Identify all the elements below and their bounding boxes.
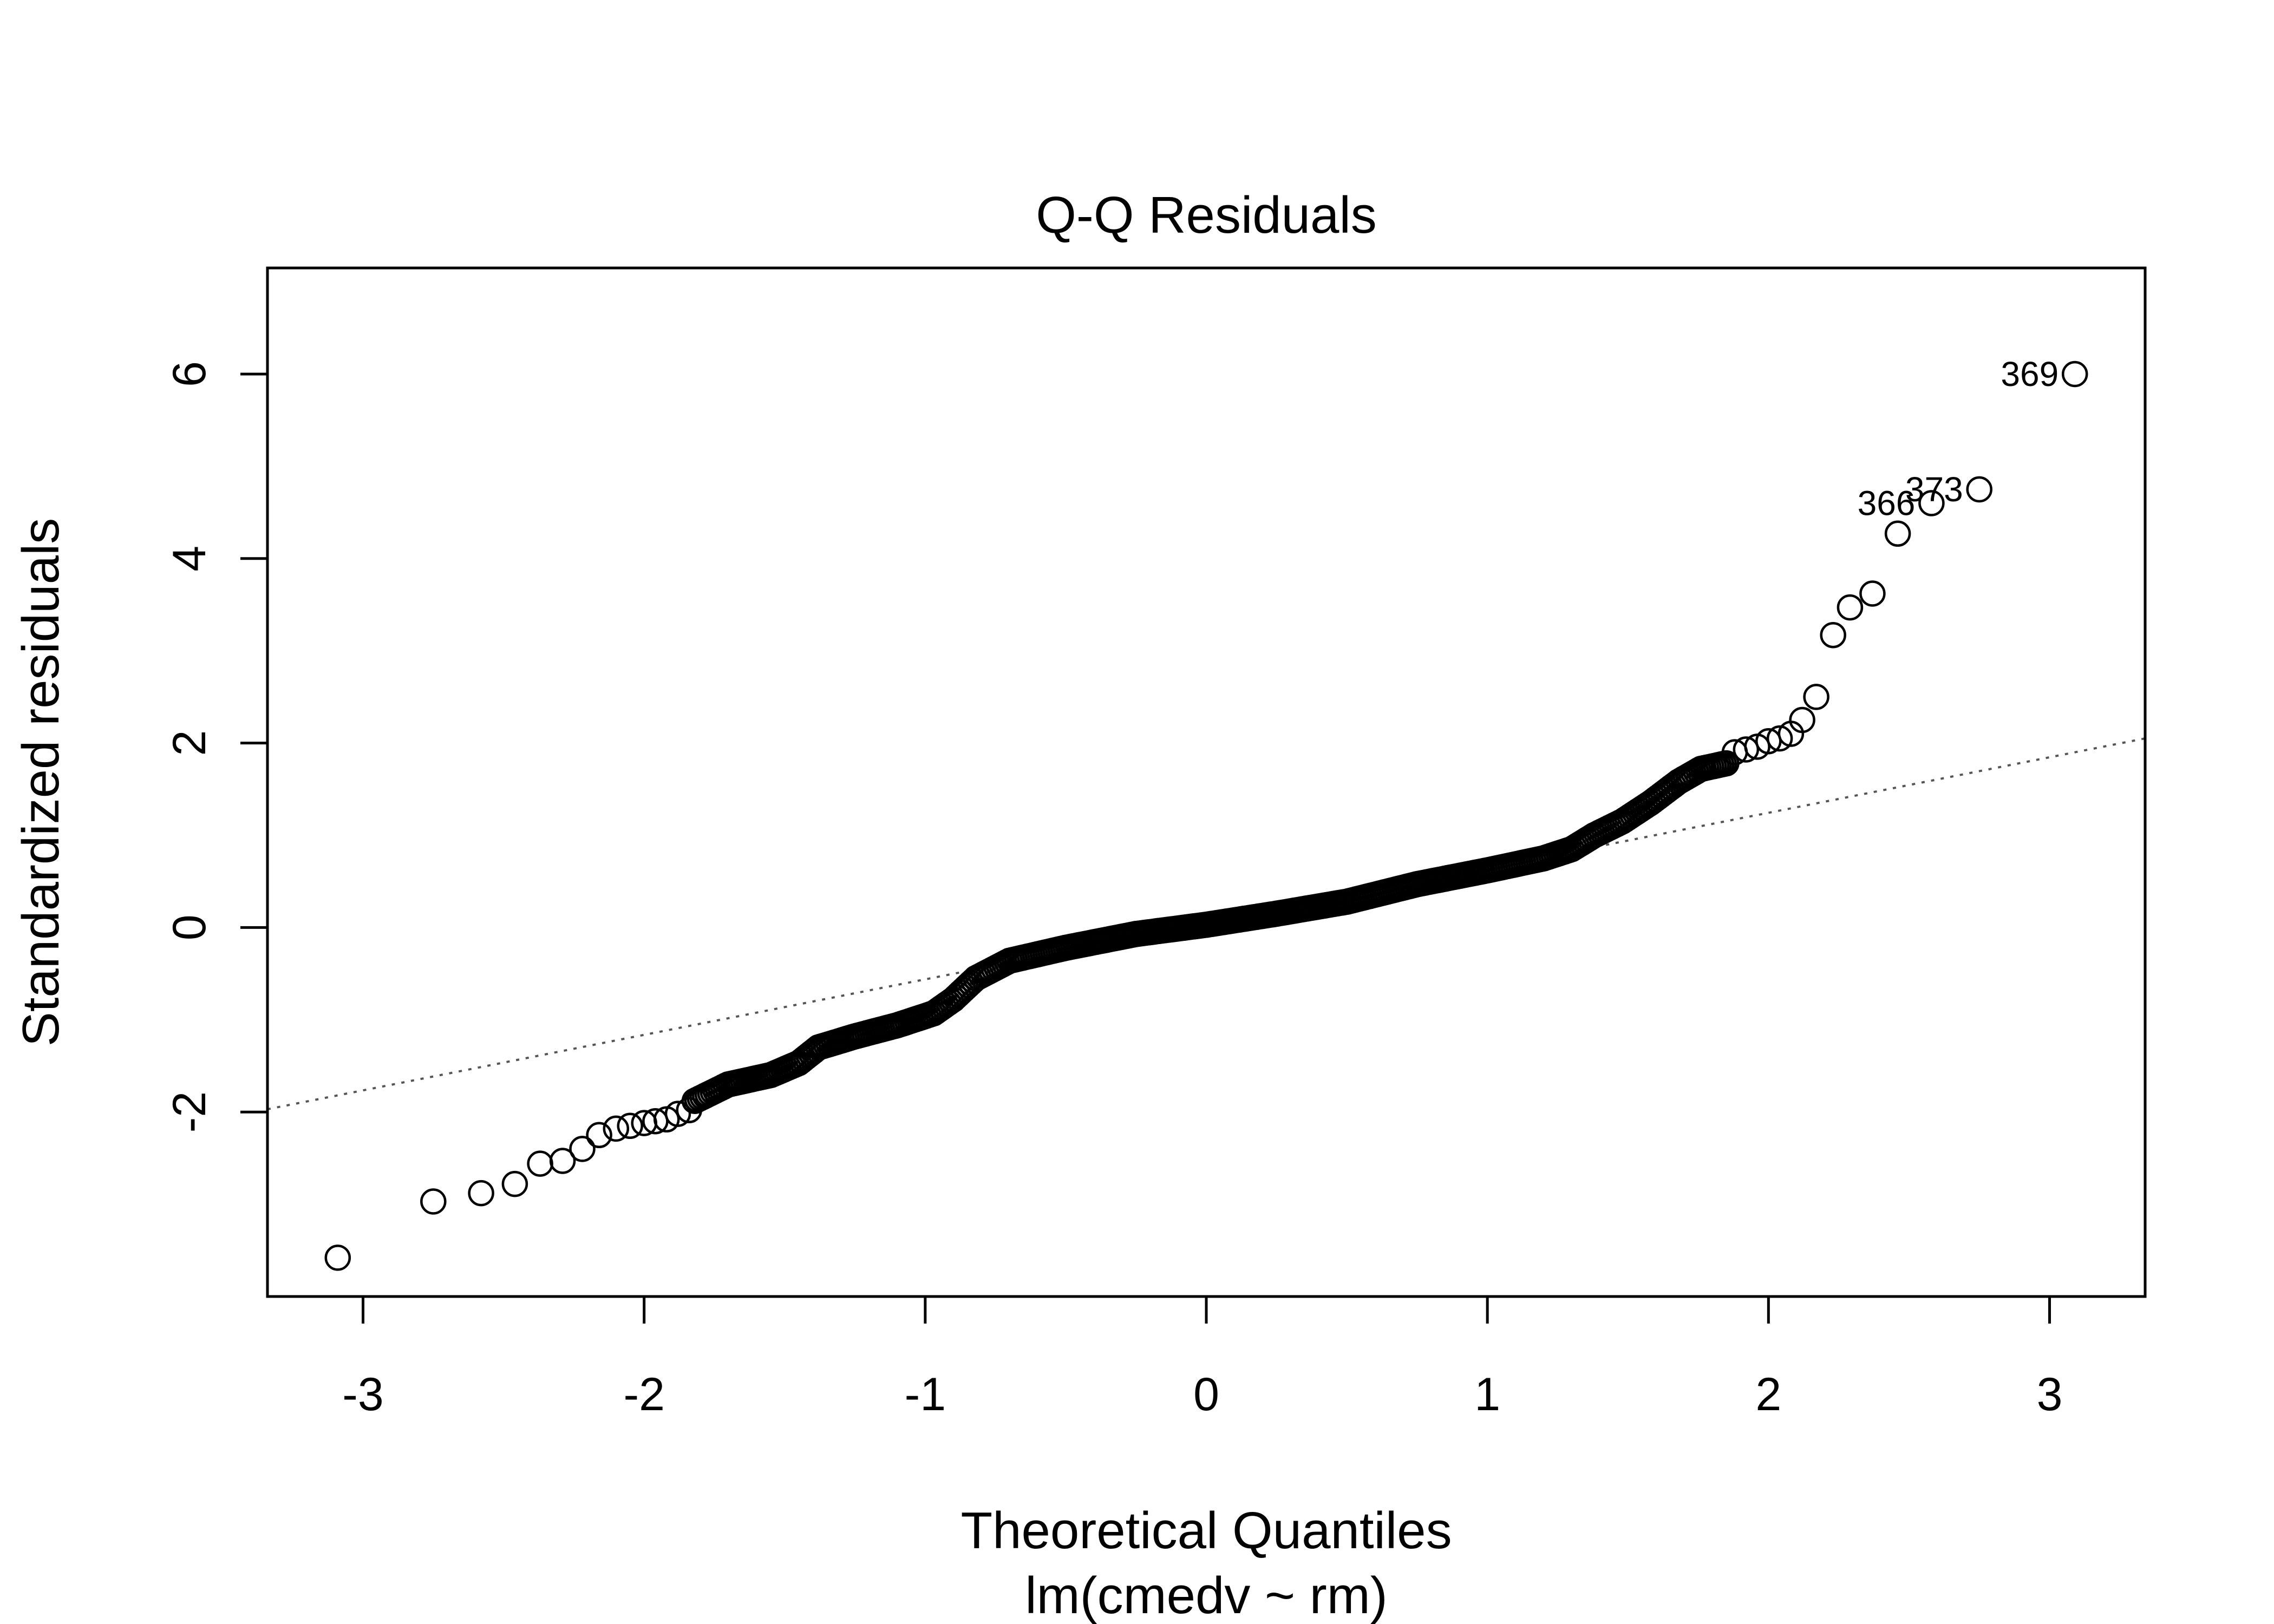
x-tick-label: -1 (905, 1368, 946, 1420)
model-formula-label: lm(cmedv ~ rm) (1025, 1567, 1387, 1624)
data-point (1766, 725, 1793, 752)
point-label: 373 (1905, 470, 1963, 509)
y-tick-label: 6 (164, 361, 215, 387)
data-point (1859, 580, 1886, 607)
data-point (1820, 621, 1846, 649)
data-point (1884, 520, 1911, 547)
data-point (1733, 736, 1760, 763)
point-label: 369 (2001, 355, 2059, 394)
data-point (676, 1097, 702, 1124)
data-points-layer (324, 361, 2088, 1271)
y-tick-label: 0 (164, 914, 215, 940)
y-tick-label: 2 (164, 730, 215, 756)
data-point (1837, 594, 1864, 621)
data-point (549, 1148, 576, 1174)
x-axis-label: Theoretical Quantiles (960, 1502, 1452, 1560)
x-tick-label: -3 (342, 1368, 383, 1420)
data-point (1789, 706, 1815, 734)
chart-title: Q-Q Residuals (1036, 186, 1377, 244)
data-point (1966, 476, 1992, 503)
x-tick-label: 3 (2037, 1368, 2063, 1420)
data-point (468, 1180, 494, 1207)
y-tick-label: -2 (164, 1091, 215, 1132)
y-axis: -2 0 2 4 6 (164, 361, 269, 1132)
data-point (569, 1136, 596, 1162)
x-tick-label: 1 (1474, 1368, 1500, 1420)
data-point (324, 1245, 351, 1271)
y-axis-label: Standardized residuals (12, 518, 70, 1047)
data-point (1803, 684, 1829, 710)
data-point (2061, 361, 2088, 388)
x-tick-label: 0 (1193, 1368, 1219, 1420)
data-point (586, 1122, 612, 1149)
x-tick-label: 2 (1755, 1368, 1781, 1420)
x-axis: -3 -2 -1 0 1 2 3 (342, 1295, 2063, 1420)
data-point (1918, 490, 1945, 516)
point-label: 366 (1858, 484, 1916, 523)
data-point (603, 1115, 630, 1142)
x-tick-label: -2 (623, 1368, 664, 1420)
data-point (501, 1170, 528, 1197)
data-point (664, 1101, 691, 1127)
y-tick-label: 4 (164, 546, 215, 572)
data-point (617, 1112, 643, 1140)
data-point (420, 1188, 447, 1215)
